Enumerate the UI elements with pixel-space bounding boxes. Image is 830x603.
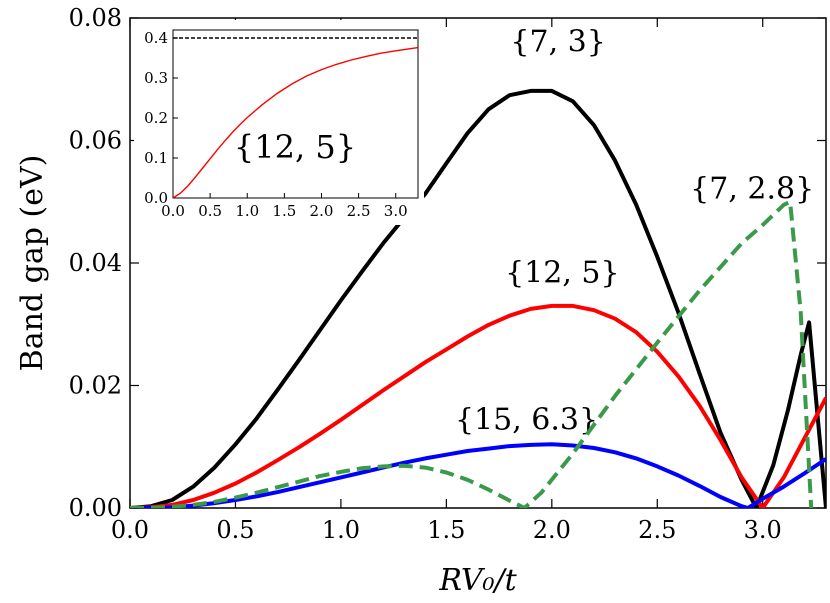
inset-x-tick-label: 0.5 [198, 202, 222, 220]
series-label-2: {12, 5} [505, 256, 620, 291]
inset-plot: 0.0 0.5 1.0 1.5 2.0 2.5 3.0 0.0 0.1 0.2 0.3 0.4 {12,… [134, 20, 424, 225]
series-line-3 [130, 442, 826, 508]
series-line-4 [130, 199, 814, 508]
inset-series-line-1 [172, 46, 419, 199]
inset-y-tick-label: 0.3 [144, 69, 168, 87]
y-tick-label: 0.02 [69, 372, 122, 400]
inset-x-tick-label: 3.0 [384, 202, 408, 220]
series-line-1 [130, 88, 826, 508]
x-tick-label: 0.0 [111, 516, 149, 544]
series-label-4: {7, 2.8} [690, 172, 814, 207]
x-tick-label: 0.5 [216, 516, 254, 544]
x-axis-label: RV₀/t [438, 563, 517, 598]
y-tick-label: 0.06 [69, 127, 122, 155]
y-tick-label: 0.00 [69, 494, 122, 522]
series-label-3: {15, 6.3} [455, 403, 598, 438]
series-line-2 [130, 303, 826, 508]
x-tick-label: 2.0 [533, 516, 571, 544]
x-tick-label: 3.0 [744, 516, 782, 544]
inset-x-tick-label: 1.5 [272, 202, 296, 220]
x-tick-label: 1.5 [427, 516, 465, 544]
x-tick-label: 2.5 [638, 516, 676, 544]
inset-y-tick-label: 0.1 [144, 149, 168, 167]
inset-frame [172, 29, 419, 199]
inset-y-tick-label: 0.0 [144, 189, 168, 207]
y-axis-label: Band gap (eV) [15, 155, 50, 372]
inset-x-tick-label: 1.0 [235, 202, 259, 220]
x-tick-label: 1.0 [322, 516, 360, 544]
inset-x-tick-label: 2.0 [310, 202, 334, 220]
inset-y-tick-label: 0.4 [144, 29, 168, 47]
y-tick-label: 0.04 [69, 249, 122, 277]
series-label-1: {7, 3} [510, 25, 605, 60]
inset-x-tick-label: 2.5 [347, 202, 371, 220]
inset-y-tick-label: 0.2 [144, 109, 168, 127]
inset-annotation: {12, 5} [234, 128, 356, 166]
main-plot: 0.0 0.5 1.0 1.5 2.0 2.5 3.0 0.00 0.02 0.04 0.06 0.0… [15, 4, 827, 598]
y-tick-label: 0.08 [69, 4, 122, 32]
inset-x-tick-label: 0.0 [161, 202, 185, 220]
